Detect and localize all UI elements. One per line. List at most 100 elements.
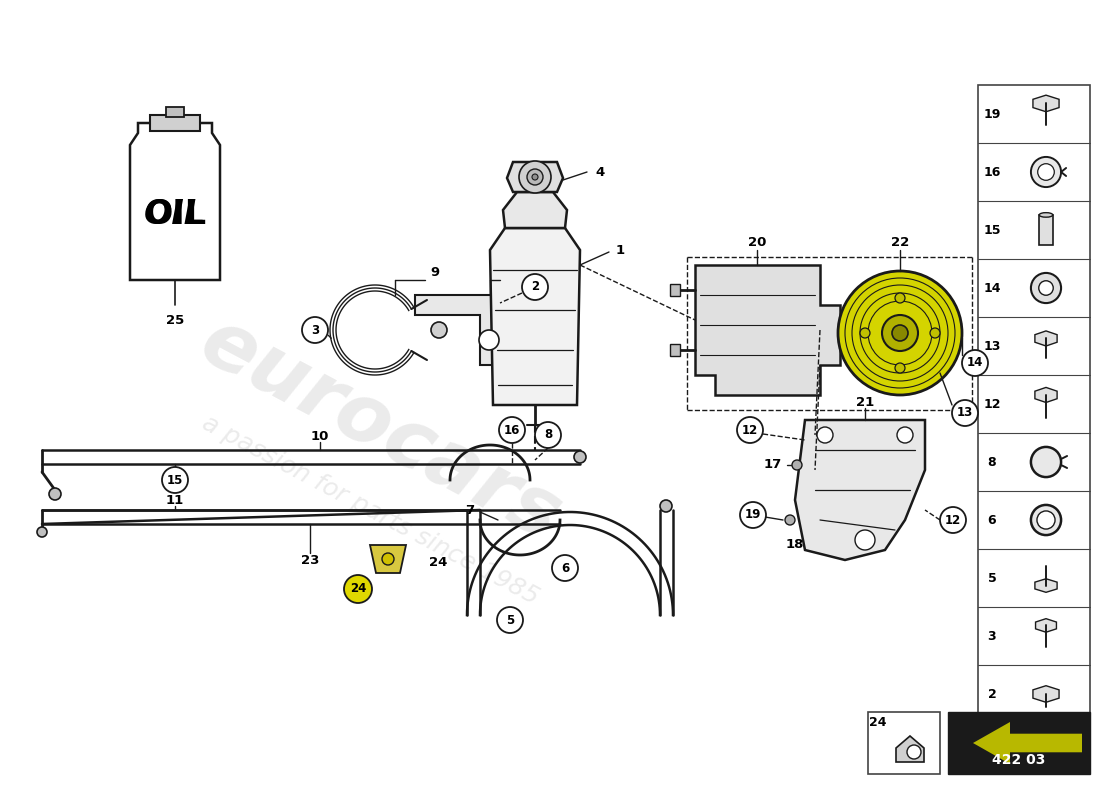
Text: 15: 15 [167,474,184,486]
Circle shape [895,363,905,373]
Circle shape [908,745,921,759]
Circle shape [1037,511,1055,529]
Text: 23: 23 [300,554,319,566]
Circle shape [896,427,913,443]
Text: 17: 17 [763,458,782,471]
Circle shape [737,417,763,443]
Text: OIL: OIL [144,198,206,231]
Circle shape [382,553,394,565]
Circle shape [855,530,875,550]
Circle shape [838,271,962,395]
Bar [868,712,940,774]
Polygon shape [503,192,566,228]
Text: 13: 13 [983,339,1001,353]
Circle shape [1031,157,1062,187]
Text: 10: 10 [311,430,329,442]
Bar [948,712,1090,774]
Text: 16: 16 [983,166,1001,178]
Text: 14: 14 [983,282,1001,294]
Text: 4: 4 [595,166,605,178]
Circle shape [895,293,905,303]
Bar [166,107,184,117]
Circle shape [952,400,978,426]
Text: 12: 12 [983,398,1001,410]
Circle shape [302,317,328,343]
Circle shape [1031,447,1062,477]
Circle shape [882,315,918,351]
Text: 6: 6 [988,514,997,526]
Circle shape [478,330,499,350]
Circle shape [1037,164,1054,180]
Circle shape [552,555,578,581]
Circle shape [37,527,47,537]
Circle shape [1031,505,1062,535]
Polygon shape [1035,618,1056,632]
Text: 422 03: 422 03 [992,754,1046,767]
Circle shape [860,328,870,338]
Text: 21: 21 [856,395,875,409]
Circle shape [892,325,907,341]
Text: 19: 19 [745,509,761,522]
Polygon shape [695,265,840,395]
Bar [670,344,680,356]
Text: 12: 12 [945,514,961,526]
Text: 9: 9 [430,266,440,279]
Circle shape [527,169,543,185]
Circle shape [344,575,372,603]
Text: 8: 8 [543,429,552,442]
Circle shape [1031,273,1062,303]
Text: 20: 20 [748,237,767,250]
Polygon shape [1035,578,1057,592]
Circle shape [660,500,672,512]
Polygon shape [1035,387,1057,402]
Text: 7: 7 [465,503,474,517]
Text: eurocars: eurocars [187,302,573,558]
Text: 11: 11 [166,494,184,506]
Circle shape [499,417,525,443]
Circle shape [532,174,538,180]
Circle shape [962,350,988,376]
Text: 18: 18 [785,538,804,551]
Circle shape [792,460,802,470]
Text: 5: 5 [506,614,514,626]
Circle shape [817,427,833,443]
Text: 5: 5 [988,571,997,585]
Circle shape [519,161,551,193]
Polygon shape [795,420,925,560]
Circle shape [785,515,795,525]
Polygon shape [1033,95,1059,112]
Bar [978,85,1090,723]
Text: 3: 3 [988,630,997,642]
Polygon shape [490,228,580,405]
Circle shape [1038,281,1053,295]
Polygon shape [415,295,500,365]
Text: 25: 25 [166,314,184,326]
Text: 19: 19 [983,107,1001,121]
Text: 13: 13 [957,406,974,419]
Polygon shape [896,736,924,762]
Polygon shape [370,545,406,573]
Text: 3: 3 [311,323,319,337]
Text: 2: 2 [988,687,997,701]
Circle shape [522,274,548,300]
Circle shape [431,322,447,338]
Bar [1040,215,1053,245]
Text: 1: 1 [615,243,625,257]
Circle shape [574,451,586,463]
Text: 16: 16 [504,423,520,437]
Text: OIL: OIL [144,198,206,231]
Polygon shape [974,722,1082,764]
Polygon shape [507,162,563,192]
Text: 8: 8 [988,455,997,469]
Circle shape [535,422,561,448]
Text: 24: 24 [869,715,887,729]
Circle shape [740,502,766,528]
Circle shape [497,607,522,633]
Polygon shape [130,123,220,280]
Text: 6: 6 [561,562,569,574]
Polygon shape [1033,686,1059,702]
Text: 2: 2 [531,281,539,294]
Text: a passion for parts since 1985: a passion for parts since 1985 [198,410,542,610]
Circle shape [162,467,188,493]
Bar [670,284,680,296]
